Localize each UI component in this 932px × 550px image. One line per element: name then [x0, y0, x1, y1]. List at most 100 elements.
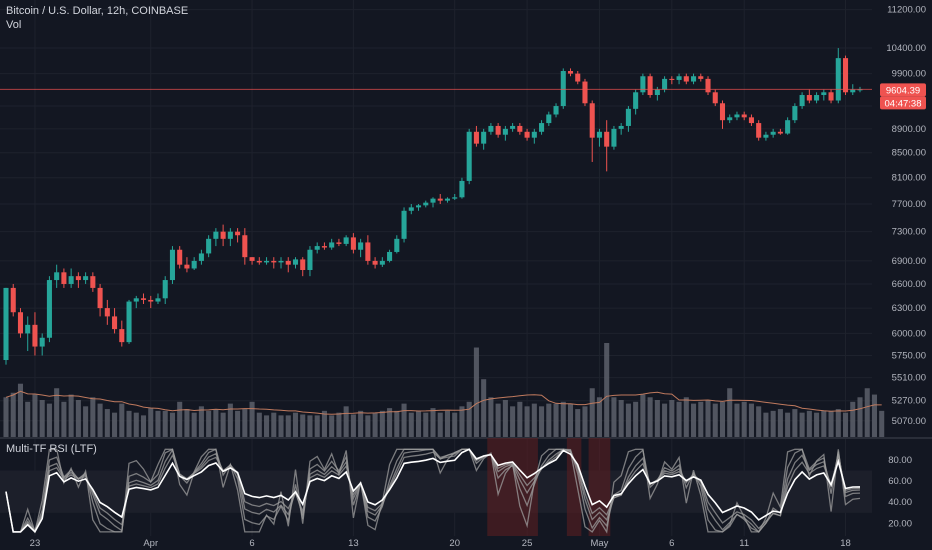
time-axis-label: 6: [249, 538, 254, 549]
volume-bar: [719, 401, 726, 438]
chart-title[interactable]: Bitcoin / U.S. Dollar, 12h, COINBASE: [6, 5, 189, 17]
volume-bar: [691, 403, 697, 438]
volume-bar: [54, 388, 60, 438]
rsi-band: [0, 470, 872, 513]
price-axis-label: 5750.00: [892, 350, 926, 361]
volume-bar: [148, 408, 154, 438]
volume-bar: [546, 403, 552, 438]
candle-body: [625, 108, 631, 126]
candle-body: [517, 125, 523, 132]
volume-bar: [387, 408, 393, 438]
candle-body: [140, 298, 147, 300]
candle-body: [741, 114, 747, 118]
volume-bar: [814, 412, 820, 438]
candle-body: [256, 260, 262, 263]
volume-bar: [828, 410, 834, 438]
volume-bar: [871, 394, 878, 438]
candle-body: [430, 198, 436, 203]
candle-body: [162, 280, 168, 299]
candle-body: [220, 231, 226, 239]
price-axis-label: 7700.00: [892, 199, 926, 210]
volume-bar: [314, 415, 320, 438]
candle-body: [567, 71, 574, 74]
volume-bar: [285, 415, 291, 438]
volume-label[interactable]: Vol: [6, 19, 22, 31]
candle-body: [589, 103, 595, 138]
candle-body: [466, 131, 472, 181]
candle-body: [314, 246, 320, 250]
volume-bar: [198, 406, 204, 438]
rsi-label[interactable]: Multi-TF RSI (LTF): [6, 443, 97, 455]
candle-body: [777, 131, 783, 134]
candle-body: [292, 259, 299, 265]
volume-bar: [611, 397, 617, 438]
candle-body: [828, 92, 834, 101]
candle-body: [756, 123, 762, 138]
rsi-axis-label: 60.00: [888, 476, 912, 487]
volume-bar: [444, 410, 451, 438]
candle-body: [264, 260, 270, 263]
countdown-value: 04:47:38: [885, 98, 922, 109]
volume-bar: [763, 412, 769, 438]
volume-bar: [61, 401, 67, 438]
candle-body: [227, 231, 233, 239]
volume-bar: [473, 347, 479, 438]
volume-bar: [83, 406, 89, 438]
volume-bars: [3, 343, 885, 438]
volume-bar: [97, 403, 103, 438]
candle-body: [770, 131, 776, 135]
volume-bar: [741, 401, 747, 438]
candle-body: [75, 276, 81, 281]
candle-body: [553, 106, 559, 115]
candle-body: [452, 197, 458, 199]
volume-bar: [365, 415, 371, 438]
volume-bar: [184, 409, 190, 438]
rsi-axis[interactable]: 20.00 40.00 60.00 80.00: [888, 455, 912, 530]
candle-body: [524, 131, 530, 138]
candle-body: [133, 298, 139, 302]
candle-body: [481, 131, 487, 144]
candle-body: [683, 76, 689, 82]
volume-bar: [104, 409, 110, 438]
candle-body: [372, 260, 378, 265]
candlesticks: [3, 48, 863, 365]
rsi-line: [5, 448, 861, 533]
candle-body: [83, 276, 89, 281]
price-axis-label: 7300.00: [892, 227, 926, 238]
time-axis-label: 25: [522, 538, 533, 549]
volume-bar: [640, 394, 646, 438]
candle-body: [647, 76, 653, 96]
volume-bar: [235, 410, 241, 438]
volume-bar: [510, 406, 516, 438]
volume-bar: [785, 412, 791, 438]
price-axis-label: 10400.00: [886, 43, 926, 54]
volume-bar: [806, 410, 812, 438]
candle-body: [155, 298, 161, 302]
volume-bar: [119, 403, 125, 438]
candle-body: [278, 260, 284, 263]
volume-bar: [502, 400, 508, 438]
candle-body: [365, 242, 371, 261]
volume-bar: [466, 401, 472, 438]
volume-bar: [488, 397, 494, 438]
candle-body: [748, 117, 754, 124]
time-axis[interactable]: 23Apr6132025May6111825Jun: [30, 538, 932, 549]
volume-bar: [879, 410, 885, 438]
candle-body: [423, 202, 429, 206]
volume-bar: [633, 401, 639, 438]
volume-bar: [321, 410, 327, 438]
volume-bar: [256, 412, 262, 438]
volume-bar: [625, 403, 631, 438]
price-axis-label: 8100.00: [892, 173, 926, 184]
candle-body: [307, 249, 313, 271]
candle-body: [10, 287, 16, 313]
volume-bar: [307, 415, 313, 438]
volume-bar: [350, 414, 356, 438]
volume-bar: [647, 397, 653, 438]
volume-bar: [531, 403, 537, 438]
candle-body: [184, 264, 190, 269]
candle-body: [488, 125, 494, 132]
volume-bar: [220, 412, 226, 438]
candle-body: [560, 71, 566, 107]
